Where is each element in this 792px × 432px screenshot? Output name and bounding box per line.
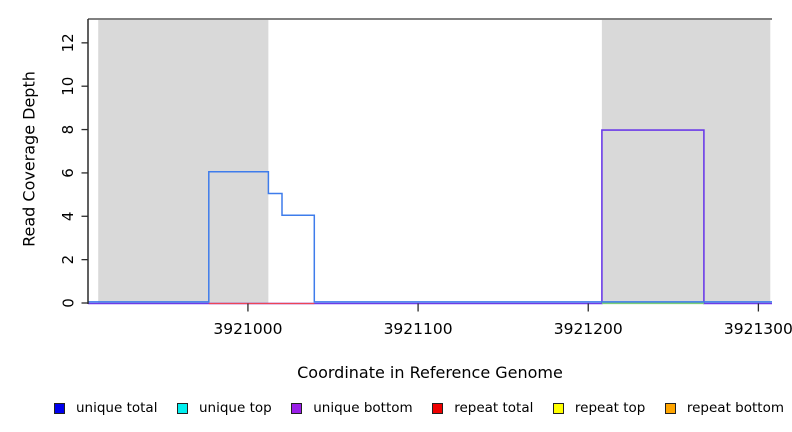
y-axis-title: Read Coverage Depth [19,71,39,247]
legend-swatch-repeat-total [432,402,444,414]
series-unique-bottom [88,129,772,305]
legend-item-repeat-bottom: repeat bottom [664,400,784,416]
x-tick-label: 3921300 [724,320,792,338]
legend-item-unique-total: unique total [54,400,157,416]
x-tick-label: 3921100 [384,320,453,338]
legend-label: unique top [199,400,272,416]
legend-swatch-repeat-bottom [664,402,676,414]
repeat-region-right [601,19,771,304]
x-axis-title: Coordinate in Reference Genome [297,363,563,382]
legend: unique total unique top unique bottom repea… [54,398,784,418]
y-tick-label: 8 [59,125,77,135]
y-tick-label: 12 [59,33,77,52]
y-tick-label: 0 [59,298,77,308]
legend-label: unique bottom [313,400,413,416]
legend-label: repeat total [454,400,534,416]
legend-label: unique total [76,400,158,416]
series-unique-total [88,171,772,303]
y-tick-label: 4 [59,212,77,222]
legend-swatch-unique-bottom [291,402,303,414]
y-tick-label: 2 [59,255,77,265]
repeat-region-left [98,19,269,304]
legend-item-repeat-top: repeat top [552,400,646,416]
legend-label: repeat top [574,400,646,416]
y-tick-label: 6 [59,168,77,178]
legend-swatch-unique-top [177,402,188,414]
x-tick-label: 3921200 [554,320,623,338]
legend-label: repeat bottom [686,400,784,416]
legend-swatch-repeat-top [552,402,564,414]
legend-item-repeat-total: repeat total [432,400,533,416]
x-tick-label: 3921000 [213,320,282,338]
legend-swatch-unique-total [54,402,65,414]
legend-item-unique-top: unique top [177,400,272,416]
legend-item-unique-bottom: unique bottom [291,400,413,416]
y-tick-label: 10 [59,77,77,96]
